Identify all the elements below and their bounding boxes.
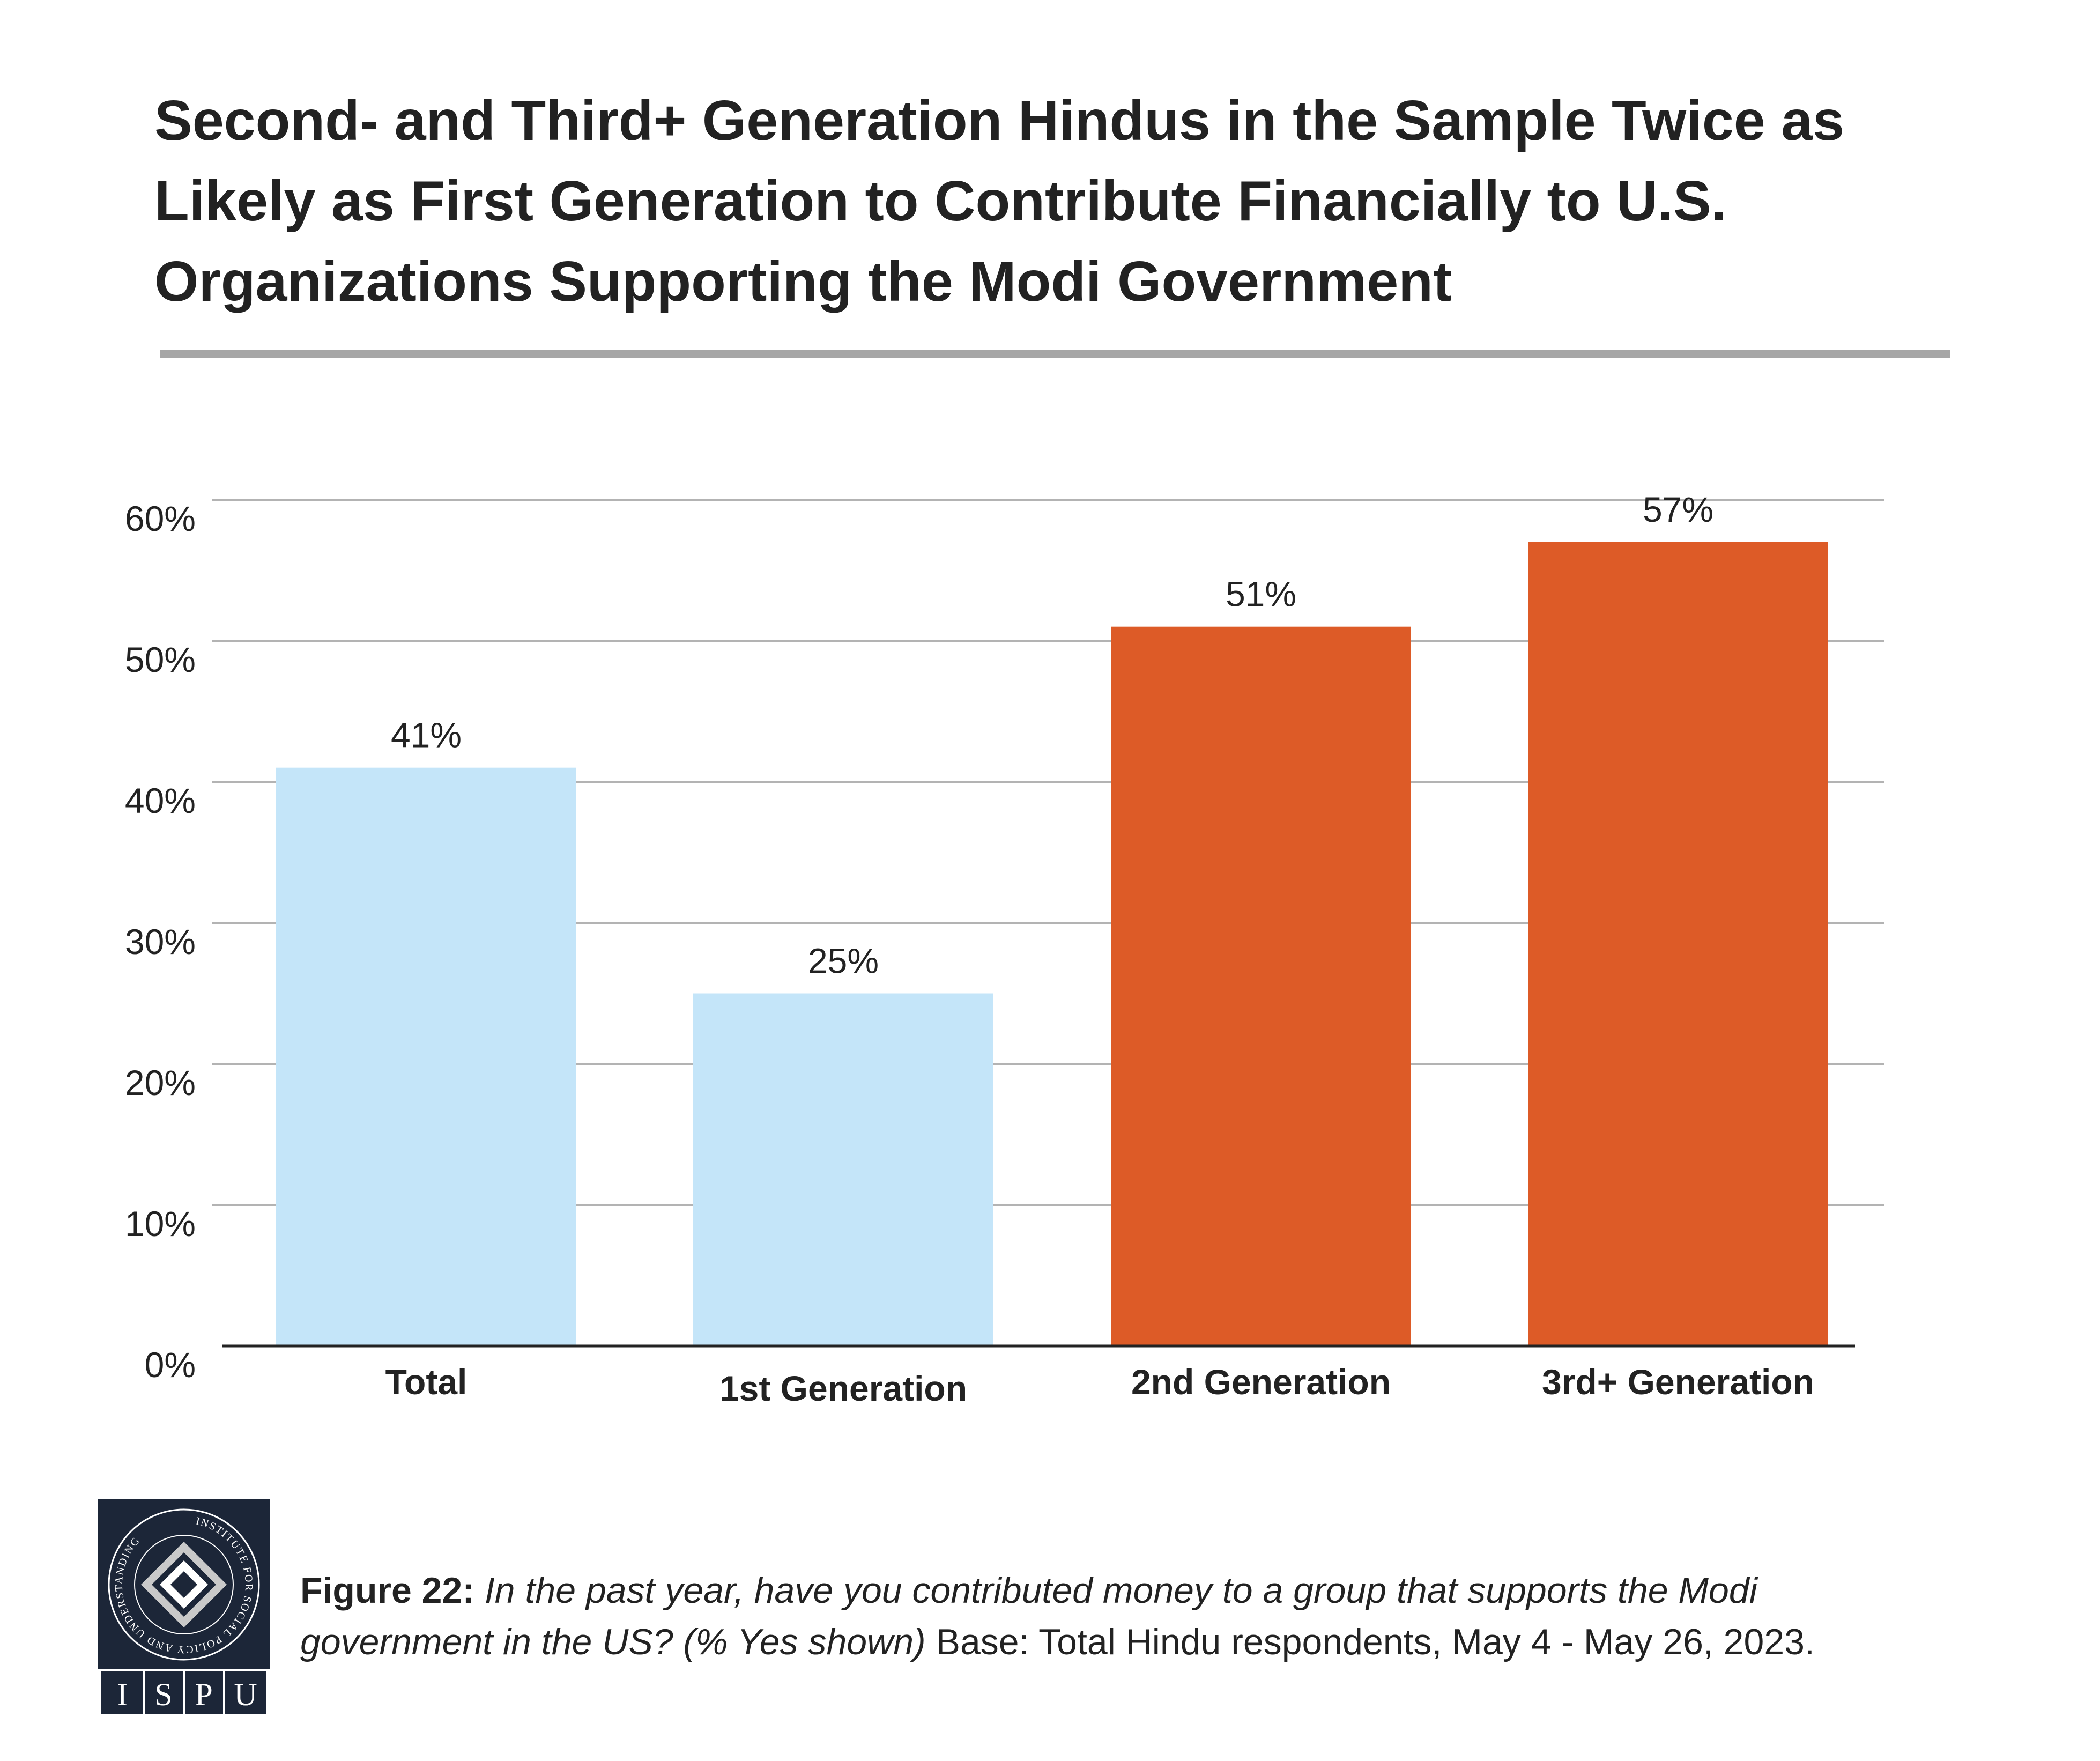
y-tick-label-0: 0% — [145, 1345, 196, 1385]
chart-title: Second- and Third+ Generation Hindus in … — [154, 89, 1845, 313]
bar-4 — [1528, 542, 1828, 1346]
y-tick-label-50: 50% — [125, 640, 196, 679]
bar-2 — [693, 993, 993, 1346]
x-tick-label-1: Total — [385, 1362, 468, 1402]
x-tick-label-2: 1st Generation — [719, 1368, 967, 1408]
title-divider — [160, 350, 1950, 358]
y-tick-label-60: 60% — [125, 499, 196, 538]
data-label-1: 41% — [391, 715, 462, 755]
data-label-2: 25% — [808, 941, 879, 981]
y-tick-label-10: 10% — [125, 1204, 196, 1244]
bar-3 — [1111, 626, 1411, 1346]
y-tick-label-30: 30% — [125, 922, 196, 961]
figure-base: Base: Total Hindu respondents, May 4 - M… — [936, 1622, 1815, 1662]
logo-letter-u: U — [234, 1677, 257, 1712]
ispu-logo: INSTITUTE FOR SOCIAL POLICY AND UNDERSTA… — [98, 1499, 270, 1716]
bar-1 — [276, 767, 576, 1346]
data-label-4: 57% — [1643, 490, 1713, 529]
labels: 0% 10% 20% 30% 40% 50% 60% 41% Total 25% 1st Gener… — [125, 490, 1855, 1408]
figure-question: In the past year, have you contributed m… — [300, 1570, 1757, 1662]
y-tick-label-40: 40% — [125, 781, 196, 820]
bars — [276, 542, 1828, 1346]
x-tick-label-4: 3rd+ Generation — [1542, 1362, 1814, 1402]
logo-letter-p: P — [195, 1677, 212, 1712]
y-tick-label-20: 20% — [125, 1063, 196, 1103]
data-label-3: 51% — [1226, 574, 1296, 614]
logo-letter-s: S — [154, 1677, 172, 1712]
figure-label: Figure 22: — [300, 1570, 474, 1611]
x-tick-label-3: 2nd Generation — [1131, 1362, 1391, 1402]
logo-letter-i: I — [117, 1677, 128, 1712]
figure-caption: Figure 22: In the past year, have you co… — [300, 1565, 1855, 1668]
